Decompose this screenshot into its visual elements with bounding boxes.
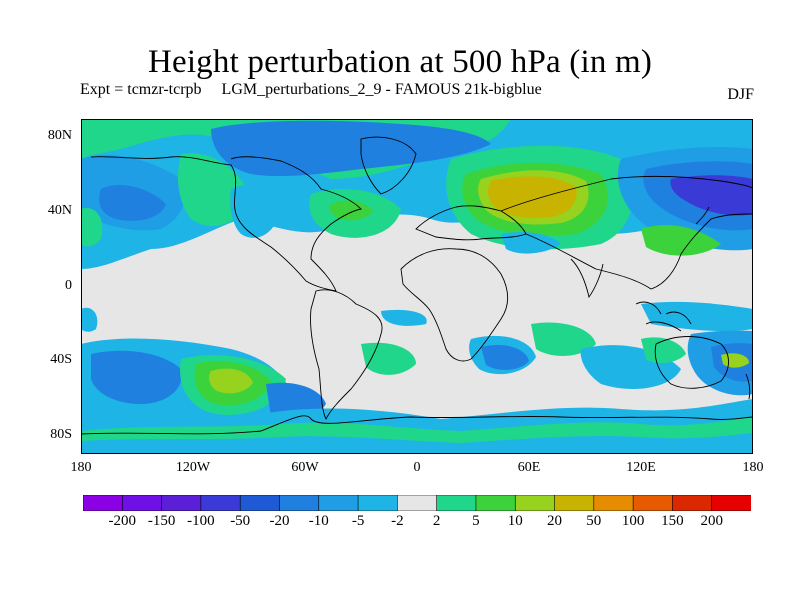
colorbar-tick-label: 100 — [621, 513, 645, 529]
lon-tick-60e: 60E — [517, 460, 541, 475]
coastlines — [81, 136, 753, 435]
colorbar-swatch — [357, 495, 399, 511]
lon-tick-120e: 120E — [626, 460, 656, 475]
lat-tick-40n: 40N — [47, 203, 72, 218]
lon-tick-180w: 180 — [70, 460, 92, 475]
colorbar-swatch — [121, 495, 163, 511]
colorbar-tick-label: 50 — [586, 513, 602, 529]
colorbar-tick-label: -200 — [108, 513, 137, 529]
lon-tick-120w: 120W — [175, 460, 211, 475]
map-title: Height perturbation at 500 hPa (in m) — [147, 44, 653, 80]
nh-anomaly-fields — [81, 119, 753, 269]
lat-tick-40s: 40S — [50, 352, 72, 367]
lat-tick-80n: 80N — [47, 128, 72, 143]
map-frame — [81, 119, 753, 454]
colorbar-swatch — [632, 495, 674, 511]
colorbar-swatch — [554, 495, 595, 511]
lon-tick-0: 0 — [413, 460, 421, 475]
colorbar-tick-label: 200 — [700, 513, 723, 529]
colorbar-swatch — [239, 495, 281, 511]
colorbar-swatch — [475, 495, 517, 511]
colorbar-tick-label: -10 — [308, 513, 329, 529]
colorbar-swatch — [672, 495, 713, 511]
lat-tick-80s: 80S — [50, 427, 72, 442]
colorbar-swatch — [711, 495, 751, 511]
lon-tick-180e: 180 — [742, 460, 764, 475]
season-label: DJF — [727, 86, 754, 103]
colorbar-swatch — [200, 495, 241, 511]
colorbar-tick-label: -2 — [391, 513, 404, 529]
height-perturbation-map — [81, 119, 753, 454]
sh-anomaly-fields — [81, 322, 753, 454]
colorbar-tick-label: -50 — [230, 513, 251, 529]
colorbar-tick-label: -100 — [187, 513, 215, 529]
colorbar-swatch — [514, 495, 556, 511]
colorbar — [83, 495, 751, 511]
lon-tick-60w: 60W — [291, 460, 319, 475]
tropical-anomaly-fields — [81, 301, 753, 332]
colorbar-swatch — [279, 495, 320, 511]
colorbar-tick-label: 20 — [547, 513, 562, 529]
colorbar-tick-label: 10 — [507, 513, 523, 529]
map-svg — [81, 119, 753, 454]
colorbar-swatch — [397, 495, 438, 511]
experiment-subtitle: Expt = tcmzr-tcrpb LGM_perturbations_2_9… — [80, 81, 542, 98]
colorbar-tick-label: 2 — [432, 513, 441, 529]
colorbar-swatch — [161, 495, 202, 511]
colorbar-swatch — [436, 495, 477, 511]
colorbar-tick-label: 150 — [661, 513, 684, 529]
colorbar-tick-label: -5 — [351, 513, 365, 529]
colorbar-tick-label: 5 — [472, 513, 480, 529]
lat-tick-0: 0 — [65, 278, 72, 293]
colorbar-swatch — [318, 495, 359, 511]
colorbar-tick-label: -150 — [147, 513, 176, 529]
colorbar-tick-label: -20 — [269, 513, 290, 529]
colorbar-swatch — [593, 495, 634, 511]
colorbar-swatch — [83, 495, 124, 511]
